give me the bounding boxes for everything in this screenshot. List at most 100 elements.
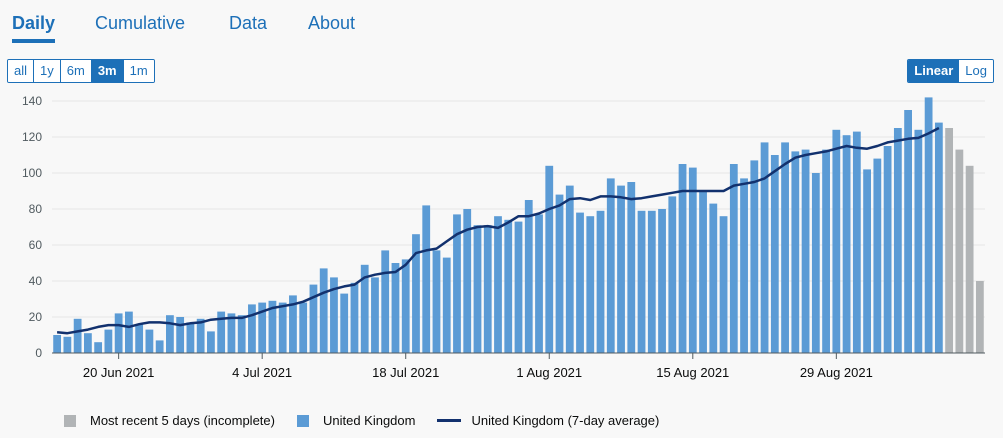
bar-uk [104,329,113,353]
bar-uk [586,216,595,353]
bar-uk [760,142,769,353]
bar-uk [63,336,72,353]
bar-uk [637,210,646,353]
bar-uk [904,110,913,353]
bar-uk [124,311,133,353]
bar-uk [740,178,748,353]
bar-uk [442,257,451,353]
y-tick-label: 120 [22,130,42,144]
x-tick-label: 20 Jun 2021 [83,365,155,380]
bar-incomplete [975,281,984,353]
bar-uk [217,311,226,353]
bar-uk [350,282,359,353]
bar-uk [668,196,677,353]
bar-uk [934,122,943,353]
range-3m-button[interactable]: 3m [91,60,124,82]
y-tick-label: 100 [22,166,42,180]
bar-uk [504,219,513,353]
y-tick-label: 140 [22,94,42,108]
bar-uk [791,151,800,353]
bar-uk [483,225,492,353]
bar-uk [114,313,123,353]
legend-label-uk-average: United Kingdom (7-day average) [471,413,660,428]
legend-item-uk-average: United Kingdom (7-day average) [437,413,659,428]
bar-uk [873,158,882,353]
tab-data[interactable]: Data [229,13,268,33]
y-tick-label: 40 [29,274,43,288]
bar-uk [647,210,656,353]
bar-uk [750,160,759,353]
range-1y-button[interactable]: 1y [34,60,61,82]
bar-uk [658,209,666,353]
bar-uk [770,155,779,353]
bar-uk [688,167,697,353]
bar-uk [83,333,92,353]
bar-uk [555,194,564,353]
bar-uk [412,234,420,353]
bar-uk [207,331,215,353]
x-tick-label: 18 Jul 2021 [372,365,439,380]
x-tick-label: 4 Jul 2021 [232,365,292,380]
bar-uk [432,250,441,353]
bar-incomplete [965,165,974,353]
bar-uk [73,318,82,353]
bar-uk [699,191,707,353]
legend-item-incomplete: Most recent 5 days (incomplete) [64,413,275,428]
range-all-button[interactable]: all [8,60,35,82]
range-6m-button[interactable]: 6m [60,60,92,82]
bar-uk [453,214,461,353]
bar-uk [166,315,174,353]
tab-daily[interactable]: Daily [12,12,56,43]
legend-swatch-incomplete [64,414,76,427]
bar-uk [196,318,205,353]
bar-uk [258,302,267,353]
legend-swatch-uk [296,414,309,427]
bar-uk [914,129,923,353]
bar-uk [319,268,328,353]
bar-uk [94,342,103,353]
bar-uk [627,182,636,353]
bar-incomplete [955,149,964,353]
x-tick-label: 15 Aug 2021 [656,365,729,380]
bar-uk [278,302,287,353]
chart-legend: Most recent 5 days (incomplete) United K… [64,413,681,428]
bar-uk [545,165,554,353]
tab-bar: Daily Cumulative Data About [0,0,1003,46]
bar-uk [248,304,256,353]
y-tick-label: 0 [35,346,42,360]
legend-swatch-uk-average [437,419,462,422]
scale-log-button[interactable]: Log [959,60,993,82]
range-1m-button[interactable]: 1m [123,60,154,82]
bar-uk [422,205,431,353]
line-uk-7-day-average [56,126,940,335]
bar-uk [811,173,820,353]
y-tick-label: 20 [29,310,43,324]
bar-uk [360,264,369,353]
bar-uk [514,221,523,353]
bar-uk [299,302,308,353]
tab-about[interactable]: About [308,13,356,33]
bar-uk [893,128,902,353]
bar-uk [617,185,625,353]
bar-uk [494,216,502,353]
bar-uk [678,164,687,353]
bar-uk [729,164,738,353]
bar-uk [924,97,933,354]
bar-uk [401,259,410,353]
bar-uk [330,277,338,353]
bar-uk [832,129,841,353]
bar-uk [596,210,605,353]
bar-uk [781,142,789,353]
bar-uk [381,250,390,353]
bar-uk [53,335,62,353]
scale-linear-button[interactable]: Linear [908,60,960,82]
bar-uk [463,209,472,353]
legend-item-uk: United Kingdom [296,413,416,428]
bar-uk [391,263,400,353]
legend-label-uk: United Kingdom [322,413,416,428]
bar-uk [135,324,144,353]
bar-uk [535,214,543,353]
bar-uk [268,300,277,353]
tab-cumulative[interactable]: Cumulative [95,13,186,33]
bar-uk [340,293,349,353]
